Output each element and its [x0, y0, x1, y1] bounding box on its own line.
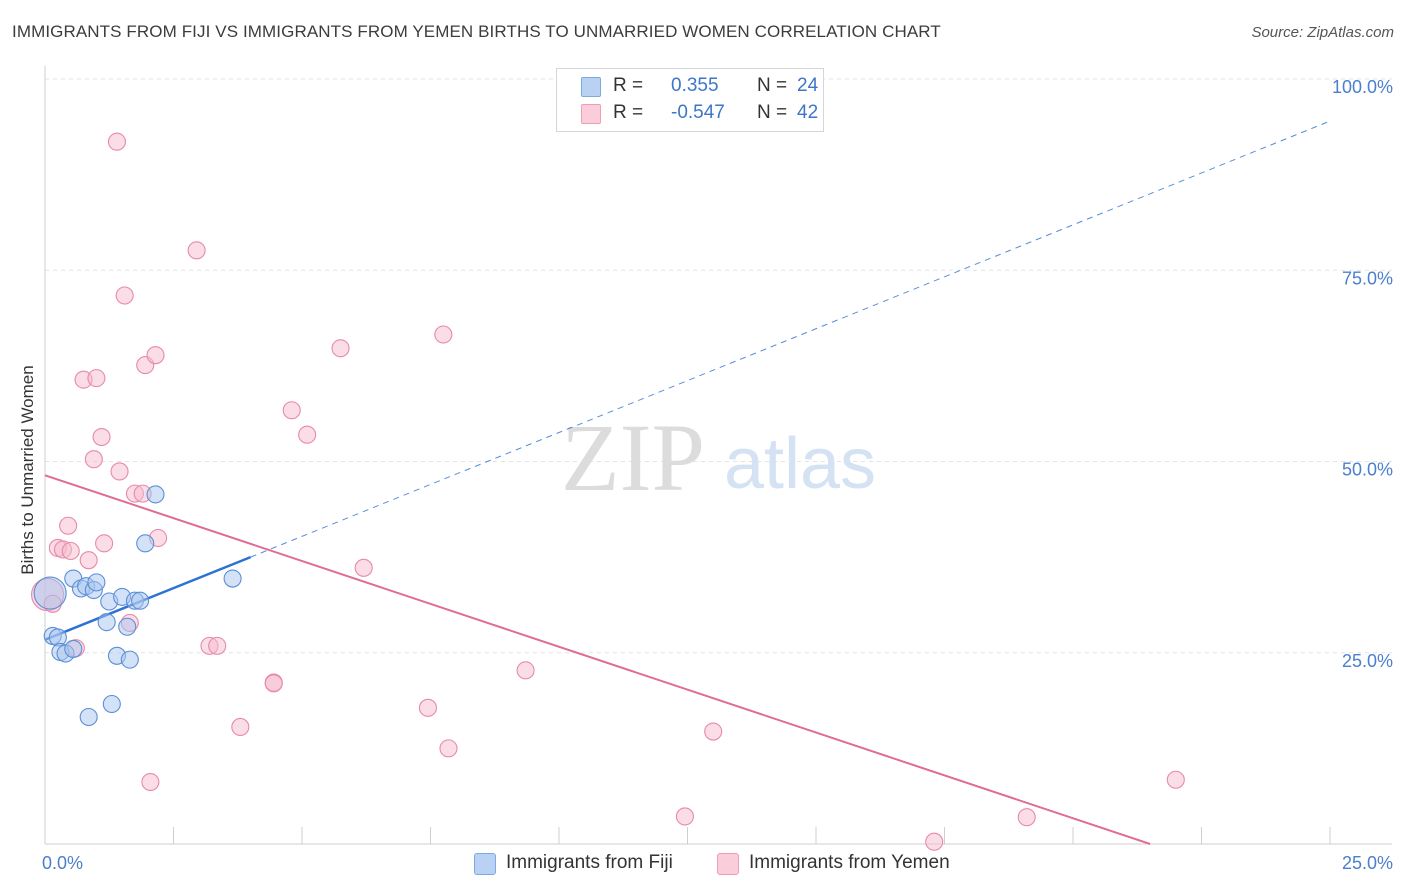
yemen-r-value: -0.547 — [671, 102, 725, 123]
stats-legend: R = 0.355 N = 24 R = -0.547 N = 42 — [556, 68, 824, 132]
fiji-point — [102, 694, 121, 714]
chart-title: IMMIGRANTS FROM FIJI VS IMMIGRANTS FROM … — [12, 22, 941, 41]
yemen-point — [84, 450, 103, 469]
x-tick-label: 0.0% — [42, 853, 83, 873]
yemen-point — [331, 339, 350, 358]
yemen-point — [1166, 770, 1185, 789]
yemen-r-label: R = — [613, 102, 644, 123]
chart-source: Source: ZipAtlas.com — [1251, 24, 1394, 41]
yemen-point — [354, 558, 373, 577]
fiji-point — [131, 591, 150, 610]
fiji-point — [87, 573, 106, 592]
fiji-n-value: 24 — [797, 75, 819, 96]
fiji-point — [146, 485, 165, 504]
legend-yemen-swatch — [717, 853, 739, 875]
yemen-point — [59, 516, 78, 535]
fiji-point — [136, 534, 155, 553]
yemen-point — [61, 541, 80, 561]
yemen-swatch — [581, 104, 601, 124]
fiji-r-value: 0.355 — [671, 75, 719, 96]
yemen-point — [141, 772, 160, 792]
y-tick-label: 100.0% — [1332, 77, 1393, 97]
yemen-n-value: 42 — [797, 102, 819, 123]
yemen-point — [298, 425, 317, 444]
yemen-point — [675, 807, 694, 826]
watermark-zip: ZIP — [561, 404, 705, 511]
fiji-point — [118, 617, 137, 636]
fiji-swatch — [581, 77, 601, 97]
y-tick-label: 75.0% — [1342, 268, 1393, 288]
yemen-point — [516, 661, 535, 680]
yemen-point — [187, 241, 206, 260]
legend-fiji-label: Immigrants from Fiji — [506, 852, 673, 873]
yemen-point — [282, 401, 301, 420]
yemen-point — [107, 132, 127, 151]
yemen-point — [704, 722, 723, 741]
watermark: ZIP atlas — [561, 404, 876, 511]
yemen-point — [264, 674, 283, 693]
yemen-point — [110, 462, 129, 481]
grid-lines — [45, 78, 1392, 654]
y-tick-label: 25.0% — [1342, 651, 1393, 671]
legend-fiji-swatch — [474, 853, 496, 875]
yemen-point — [87, 369, 106, 388]
yemen-point — [1017, 808, 1036, 827]
yemen-point — [434, 325, 453, 344]
yemen-point — [146, 346, 165, 365]
yemen-point — [92, 427, 111, 447]
yemen-point — [231, 717, 250, 737]
yemen-point — [95, 534, 114, 553]
yemen-point — [418, 698, 437, 717]
fiji-trend-extension — [250, 120, 1331, 558]
axes — [44, 66, 1392, 845]
yemen-n-label: N = — [757, 102, 788, 123]
yemen-point — [115, 286, 134, 305]
fiji-point — [120, 650, 139, 669]
fiji-point — [33, 576, 67, 610]
legend-yemen-label: Immigrants from Yemen — [749, 852, 950, 873]
fiji-r-label: R = — [613, 75, 644, 96]
fiji-point — [97, 613, 116, 632]
fiji-point — [79, 707, 98, 727]
fiji-n-label: N = — [757, 75, 788, 96]
tick-labels: 25.0% 50.0% 75.0% 100.0% 0.0% 25.0% — [42, 77, 1393, 873]
data-points — [31, 132, 1185, 851]
watermark-atlas: atlas — [724, 424, 876, 504]
fiji-point — [223, 569, 242, 588]
fiji-point — [64, 639, 83, 658]
yemen-point — [79, 551, 98, 570]
yemen-point — [439, 739, 458, 758]
x-tick-label: 25.0% — [1342, 853, 1393, 873]
y-tick-label: 50.0% — [1342, 460, 1393, 480]
yemen-point — [208, 636, 227, 655]
yemen-point — [925, 832, 944, 851]
yemen-trend-line — [44, 474, 1151, 845]
